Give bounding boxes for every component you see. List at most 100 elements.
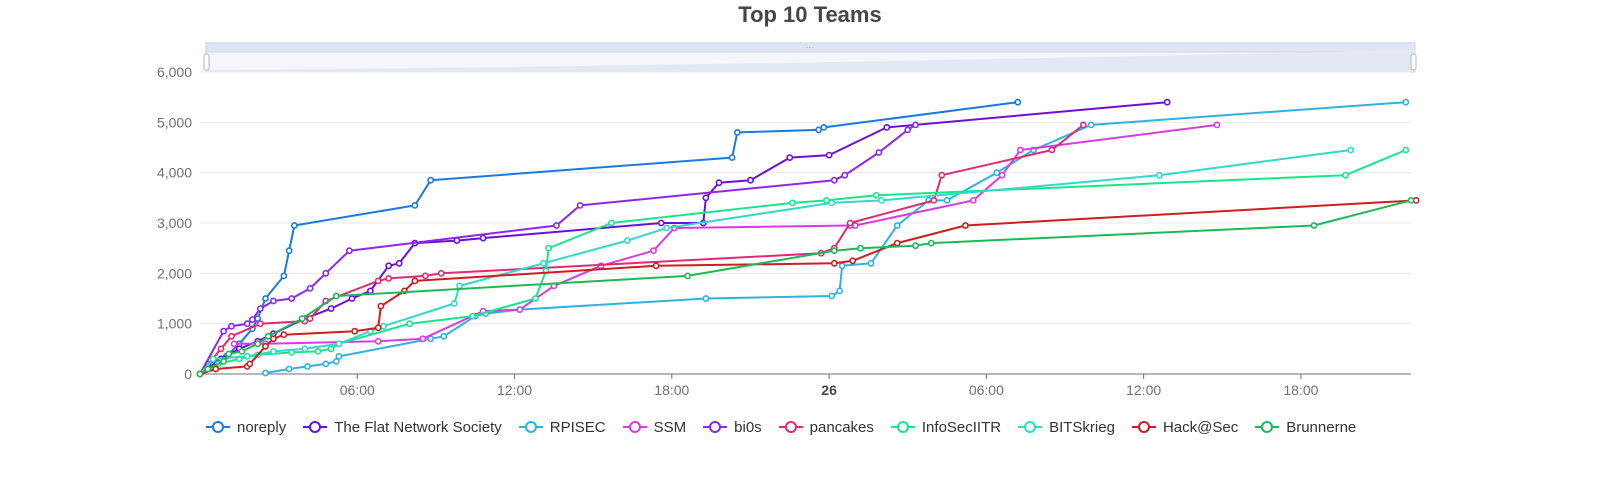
zoom-slider-left-handle[interactable] [203, 53, 210, 71]
data-point[interactable] [938, 171, 946, 179]
data-point[interactable] [830, 259, 838, 267]
legend-item-bitskrieg[interactable]: BITSkrieg [1017, 419, 1115, 436]
data-point[interactable] [820, 124, 828, 131]
data-point[interactable] [243, 352, 251, 360]
data-point[interactable] [969, 196, 977, 204]
legend-item-the-flat-network-society[interactable]: The Flat Network Society [302, 419, 502, 436]
data-point[interactable] [733, 128, 741, 136]
data-point[interactable] [747, 176, 754, 184]
data-point[interactable] [262, 342, 269, 350]
legend-item-pancakes[interactable]: pancakes [778, 419, 874, 436]
data-point[interactable] [702, 295, 710, 302]
data-point[interactable] [943, 196, 951, 204]
data-point[interactable] [406, 320, 414, 328]
data-point[interactable] [786, 154, 794, 161]
data-point[interactable] [248, 316, 256, 323]
data-point[interactable] [576, 201, 584, 209]
data-point[interactable] [269, 297, 277, 305]
data-point[interactable] [217, 345, 225, 353]
data-point[interactable] [269, 335, 277, 343]
data-point[interactable] [262, 295, 269, 302]
data-point[interactable] [377, 302, 385, 310]
data-point[interactable] [912, 121, 919, 129]
data-point[interactable] [841, 171, 849, 179]
data-point[interactable] [366, 287, 374, 295]
data-point[interactable] [545, 244, 552, 252]
data-point[interactable] [301, 345, 309, 353]
data-point[interactable] [314, 347, 322, 355]
data-point[interactable] [657, 219, 665, 227]
data-point[interactable] [652, 262, 660, 270]
data-point[interactable] [1407, 196, 1415, 204]
data-point[interactable] [912, 242, 919, 250]
data-point[interactable] [823, 196, 830, 204]
data-point[interactable] [728, 154, 736, 161]
data-point[interactable] [395, 259, 403, 267]
data-point[interactable] [228, 332, 235, 340]
data-point[interactable] [516, 306, 524, 313]
data-point[interactable] [1310, 222, 1318, 229]
data-point[interactable] [715, 179, 723, 187]
data-point[interactable] [878, 196, 885, 204]
data-point[interactable] [998, 171, 1006, 179]
data-point[interactable] [830, 176, 838, 184]
data-point[interactable] [450, 300, 458, 307]
data-point[interactable] [702, 194, 710, 202]
data-point[interactable] [212, 365, 220, 373]
data-point[interactable] [553, 222, 560, 229]
legend-item-bi0s[interactable]: bi0s [702, 419, 762, 436]
legend-item-infoseciitr[interactable]: InfoSecIITR [890, 419, 1001, 436]
data-point[interactable] [427, 176, 435, 184]
data-point[interactable] [1048, 146, 1056, 154]
data-point[interactable] [904, 126, 912, 134]
data-point[interactable] [857, 244, 864, 252]
legend-item-noreply[interactable]: noreply [205, 419, 286, 436]
data-point[interactable] [846, 219, 854, 227]
data-point[interactable] [867, 259, 875, 267]
data-point[interactable] [246, 360, 254, 368]
data-point[interactable] [285, 365, 293, 373]
data-point[interactable] [893, 222, 901, 229]
data-point[interactable] [345, 247, 353, 255]
data-point[interactable] [411, 277, 419, 285]
data-point[interactable] [1347, 146, 1355, 154]
data-point[interactable] [327, 305, 335, 312]
data-point[interactable] [1156, 171, 1163, 179]
data-point[interactable] [225, 350, 233, 358]
data-point[interactable] [256, 320, 264, 328]
data-point[interactable] [327, 345, 335, 353]
data-point[interactable] [209, 355, 217, 363]
data-point[interactable] [828, 199, 836, 207]
data-point[interactable] [1163, 98, 1171, 106]
data-point[interactable] [684, 272, 691, 280]
data-point[interactable] [608, 219, 615, 227]
data-point[interactable] [298, 315, 306, 322]
data-point[interactable] [623, 237, 631, 244]
data-point[interactable] [290, 222, 298, 229]
data-point[interactable] [540, 259, 547, 267]
data-point[interactable] [851, 222, 859, 229]
zoom-slider[interactable]: ··· [203, 42, 1417, 73]
data-point[interactable] [825, 151, 833, 159]
data-point[interactable] [228, 322, 235, 330]
data-point[interactable] [204, 365, 212, 373]
data-point[interactable] [262, 369, 269, 377]
data-point[interactable] [849, 257, 857, 265]
data-point[interactable] [663, 224, 670, 232]
data-point[interactable] [374, 277, 382, 285]
data-point[interactable] [238, 347, 246, 355]
data-point[interactable] [332, 292, 340, 300]
data-point[interactable] [1213, 121, 1221, 129]
data-point[interactable] [437, 269, 445, 277]
legend-item-hack-sec[interactable]: Hack@Sec [1131, 419, 1238, 436]
data-point[interactable] [335, 352, 343, 360]
data-point[interactable] [789, 199, 796, 207]
data-point[interactable] [220, 357, 227, 365]
data-point[interactable] [332, 357, 340, 365]
data-point[interactable] [306, 315, 314, 322]
data-point[interactable] [469, 312, 476, 320]
data-point[interactable] [872, 191, 880, 199]
data-point[interactable] [351, 327, 359, 335]
data-point[interactable] [256, 305, 264, 312]
data-point[interactable] [421, 272, 429, 280]
